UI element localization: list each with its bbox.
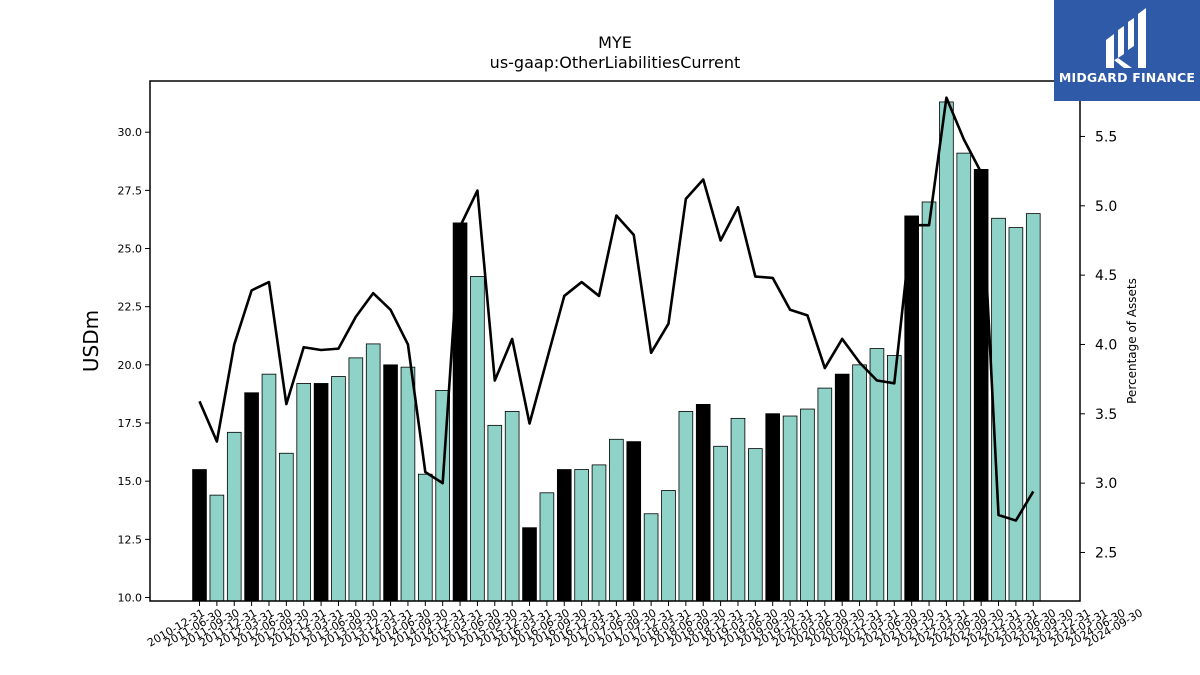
x-axis: 2010-12-312011-06-302011-09-302011-12-31… [145,601,1145,650]
bar [939,101,954,602]
midgard-logo-icon [1106,8,1146,68]
y2-tick-label: 5.5 [1095,129,1117,145]
bar [209,494,225,602]
bar [748,448,763,602]
bar [261,373,277,602]
bar [852,364,867,602]
bar [487,424,503,602]
y2-tick-label: 2.5 [1095,545,1117,561]
y-tick-label: 10.0 [118,592,143,605]
bar [348,357,364,602]
bar [383,364,398,602]
bar [1008,227,1024,602]
bar [834,373,850,602]
y2-tick-label: 5.0 [1095,199,1117,215]
bar [973,169,989,602]
bar [365,343,381,602]
y-tick-label: 22.5 [118,301,143,314]
y-tick-label: 25.0 [118,243,143,256]
bar [296,383,312,602]
brand-logo: MIDGARD FINANCE [1054,0,1200,101]
bar [556,469,572,602]
bar [313,383,329,602]
bar [887,355,902,602]
bar [800,408,815,602]
y2-tick-label: 4.0 [1095,337,1117,353]
bar [713,445,728,602]
bar [643,513,659,602]
bar [331,376,346,602]
y-tick-label: 17.5 [118,417,143,430]
bar [817,387,833,602]
y-tick-label: 12.5 [118,533,143,546]
bar [192,469,207,602]
right-axis: 2.5 3.0 3.5 4.0 4.5 5.0 5.5 [1080,129,1117,561]
y-tick-label: 27.5 [118,184,143,197]
y2-tick-label: 4.5 [1095,268,1117,284]
brand-name: MIDGARD FINANCE [1058,70,1196,85]
y2-tick-label: 3.5 [1095,407,1117,423]
bar [574,469,589,602]
bar [678,410,694,602]
bar [730,417,746,602]
bar [226,431,242,602]
bar [591,464,607,602]
y-axis-label: USDm [79,310,103,372]
chart-subtitle: us-gaap:OtherLiabilitiesCurrent [490,53,741,72]
bar [626,441,642,602]
bar-series [192,101,1041,602]
bar [782,415,798,602]
bar [539,492,555,602]
bar [661,490,676,602]
bar [504,410,520,602]
bar [244,392,259,602]
bar [522,527,537,602]
bar [695,403,711,602]
y2-tick-label: 3.0 [1095,476,1117,492]
y-tick-label: 15.0 [118,475,143,488]
bar [470,276,485,602]
bar [1025,213,1041,602]
bar [609,438,624,602]
percentage-line [198,96,1035,522]
chart-title: MYE [598,33,632,52]
bar [921,201,937,602]
plot-frame [149,80,1081,602]
bar [279,452,294,602]
bar [956,152,972,602]
bar [418,473,433,602]
y-tick-label: 20.0 [118,359,143,372]
bar [400,366,416,602]
y-tick-label: 30.0 [118,126,143,139]
bar [765,413,781,602]
y2-axis-label: Percentage of Assets [1125,278,1139,404]
bar [869,348,885,602]
left-axis: 10.0 12.5 15.0 17.5 20.0 22.5 25.0 27.5 30.0 [118,126,150,605]
